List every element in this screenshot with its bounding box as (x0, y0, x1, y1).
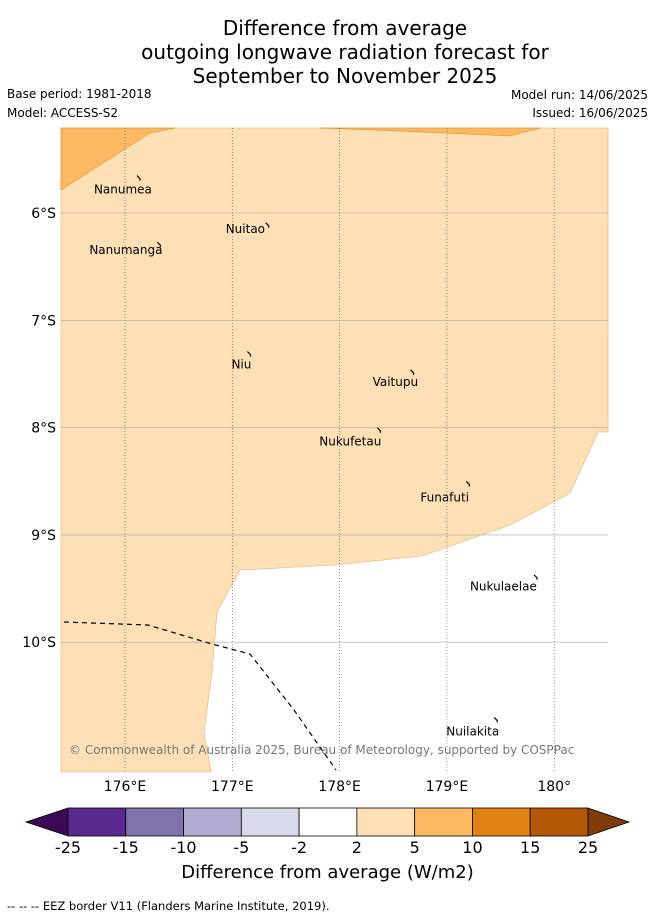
axis-labels: 176°E 177°E 178°E 179°E 180° 6°S 7°S 8°S 9°S 10°S (22, 206, 571, 795)
island-shape (410, 369, 415, 375)
chart-title: Difference from average outgoing longwav… (0, 16, 655, 88)
island-label: Funafuti (420, 490, 469, 504)
colorbar (24, 807, 631, 837)
colorbar-tick-label: 5 (409, 838, 420, 857)
colorbar-high-extension (587, 807, 631, 837)
island-shape (247, 351, 252, 357)
island-label: Vaitupu (373, 375, 419, 389)
colorbar-segment (67, 807, 127, 837)
lat-tick-label: 9°S (31, 528, 56, 544)
colorbar-segment (240, 807, 300, 837)
title-line-2: outgoing longwave radiation forecast for (141, 40, 549, 64)
lat-tick-label: 8°S (31, 421, 56, 437)
map-grid (61, 128, 608, 772)
lat-tick-label: 10°S (22, 635, 56, 651)
anomaly-region-5-to-10-west (60, 127, 176, 191)
title-line-3: September to November 2025 (192, 64, 498, 88)
eez-legend-note: -- -- -- EEZ border V11 (Flanders Marine… (7, 899, 330, 913)
island-shape (156, 241, 161, 248)
island-shape (136, 175, 141, 181)
colorbar-tick-label: -25 (54, 838, 82, 857)
colorbar-segment (183, 807, 242, 837)
colorbar-tick-label: 25 (577, 838, 599, 857)
colorbar-tick-label: -15 (112, 838, 139, 857)
island-label: Nanumea (94, 183, 152, 197)
island-shape (533, 574, 538, 580)
lon-tick-label: 179°E (426, 779, 469, 795)
island-shape (376, 427, 381, 433)
island-label: Nukufetau (319, 435, 381, 449)
lon-tick-label: 177°E (211, 779, 254, 795)
colorbar-segment (529, 807, 589, 837)
colorbar-title: Difference from average (W/m2) (181, 862, 474, 883)
islands-layer: Nanumea Nuitao Nanumanga Niu Vaitupu Nukufeta… (89, 175, 538, 738)
island-label: Nanumanga (89, 243, 162, 257)
island-shape (265, 222, 270, 228)
lon-tick-label: 176°E (104, 779, 147, 795)
anomaly-region-5-to-10-north (319, 127, 541, 137)
island-label: Nukulaelae (470, 580, 537, 594)
anomaly-region-2-to-5 (60, 127, 609, 773)
base-period: Base period: 1981-2018 (7, 87, 152, 101)
copyright-notice: © Commonwealth of Australia 2025, Bureau… (69, 743, 574, 757)
colorbar-tick-label: -10 (170, 838, 197, 857)
colorbar-segment (125, 807, 184, 837)
colorbar-tick-label: -5 (233, 838, 250, 857)
island-label: Nuitao (226, 222, 265, 236)
lat-tick-label: 7°S (31, 313, 56, 329)
model-name: Model: ACCESS-S2 (7, 106, 119, 120)
colorbar-segment (298, 807, 358, 837)
island-label: Nuilakita (446, 724, 499, 738)
colorbar-segment (356, 807, 416, 837)
title-line-1: Difference from average (222, 16, 468, 40)
island-label: Niu (231, 358, 251, 372)
eez-border (63, 621, 337, 771)
colorbar-segment (414, 807, 473, 837)
colorbar-low-extension (24, 807, 69, 837)
lat-tick-label: 6°S (31, 206, 56, 222)
colorbar-tick-label: 15 (520, 838, 541, 857)
colorbar-tick-label: 2 (351, 838, 362, 857)
colorbar-tick-label: -2 (291, 838, 308, 857)
colorbar-tick-label: 10 (462, 838, 483, 857)
lon-tick-label: 178°E (318, 779, 361, 795)
colorbar-segment (472, 807, 531, 837)
island-shape (465, 480, 470, 487)
issued-date: Issued: 16/06/2025 (532, 106, 648, 120)
island-shape (493, 717, 498, 723)
lon-tick-label: 180° (537, 779, 571, 795)
model-run: Model run: 14/06/2025 (510, 88, 648, 102)
